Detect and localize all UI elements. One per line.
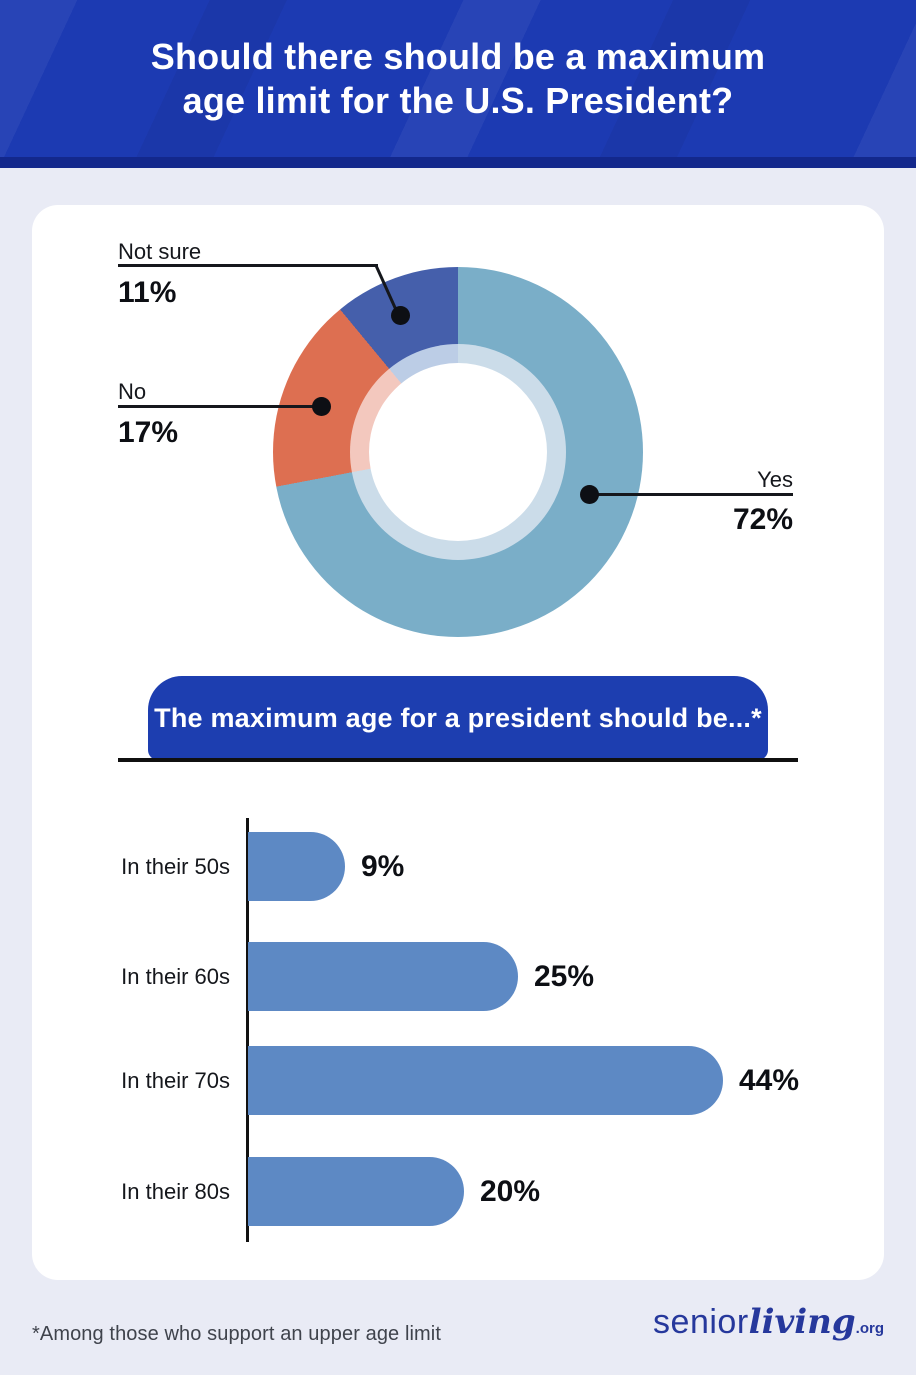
logo-senior-text: senior [653, 1303, 749, 1341]
donut-hole [369, 363, 547, 541]
bar-category-label: In their 60s [121, 963, 230, 989]
donut-chart [273, 267, 643, 637]
bar-row-80s: In their 80s 20% [32, 1157, 540, 1226]
leader-line-not-sure [118, 264, 378, 267]
header-accent-strip [0, 157, 916, 168]
slice-value-no: 17% [118, 416, 179, 449]
slice-label-yes: Yes [757, 467, 793, 492]
logo-living-text: living [748, 1302, 856, 1342]
section-banner: The maximum age for a president should b… [148, 676, 768, 760]
leader-dot-no [312, 397, 331, 416]
bar-row-50s: In their 50s 9% [32, 832, 404, 901]
bar-category-label: In their 80s [121, 1178, 230, 1204]
header-banner: Should there should be a maximum age lim… [0, 0, 916, 157]
slice-label-no: No [118, 379, 147, 404]
bar-value-label: 20% [480, 1174, 541, 1208]
bar-50s [248, 832, 345, 901]
footnote: *Among those who support an upper age li… [32, 1323, 441, 1345]
section-banner-title: The maximum age for a president should b… [154, 702, 762, 733]
bar-value-label: 44% [739, 1063, 800, 1097]
leader-dot-not-sure [391, 306, 410, 325]
bar-80s [248, 1157, 464, 1226]
bar-chart-axis [246, 818, 249, 1242]
slice-label-not-sure: Not sure [118, 239, 202, 264]
bar-row-70s: In their 70s 44% [32, 1046, 799, 1115]
bar-category-label: In their 50s [121, 853, 230, 879]
leader-line-no [118, 405, 318, 408]
page-title-line-2: age limit for the U.S. President? [182, 79, 734, 121]
leader-dot-yes [580, 485, 599, 504]
section-divider-line [118, 758, 798, 762]
bar-row-60s: In their 60s 25% [32, 942, 594, 1011]
bar-60s [248, 942, 518, 1011]
leader-line-yes [590, 493, 793, 496]
bar-category-label: In their 70s [121, 1067, 230, 1093]
slice-value-yes: 72% [732, 503, 793, 536]
bar-70s [248, 1046, 723, 1115]
bar-value-label: 25% [534, 959, 595, 993]
page-title: Should there should be a maximum age lim… [151, 35, 766, 123]
page-title-line-1: Should there should be a maximum [150, 35, 766, 77]
seniorliving-logo: seniorliving.org [653, 1302, 884, 1342]
slice-value-not-sure: 11% [118, 276, 177, 309]
logo-org-text: .org [855, 1320, 884, 1337]
bar-value-label: 9% [361, 849, 405, 883]
content-card: Not sure 11% No 17% Yes 72% The maximum … [32, 205, 884, 1280]
